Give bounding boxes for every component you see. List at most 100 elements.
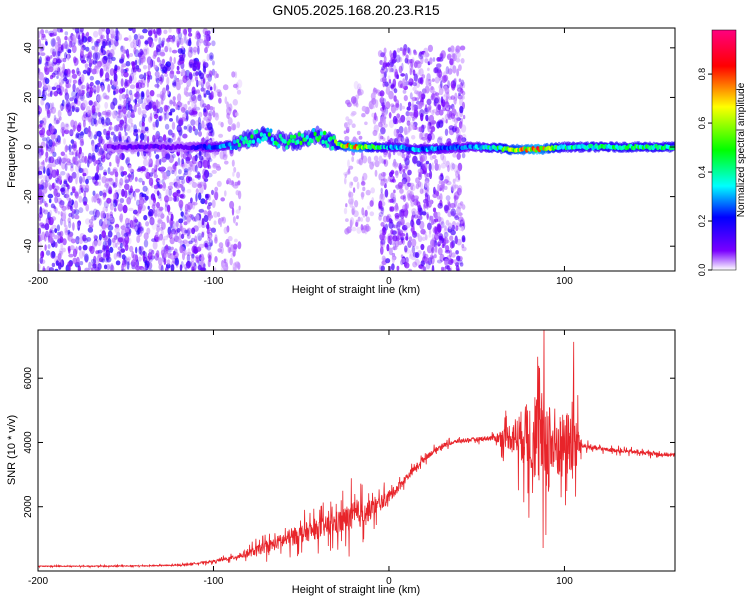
x-tick-label: -100 [203,576,223,587]
heatmap-cell [402,78,406,84]
heatmap-cell [434,92,440,97]
heatmap-cell [79,261,84,266]
heatmap-cell [47,146,51,152]
heatmap-cell [122,171,128,176]
heatmap-cell [164,112,169,120]
heatmap-cell [456,168,461,175]
heatmap-cell [44,244,47,251]
heatmap-cell [140,133,145,141]
heatmap-cell [399,47,403,52]
heatmap-cell [62,57,67,63]
heatmap-cell [134,188,140,193]
heatmap-cell [172,34,176,42]
heatmap-cell [147,261,153,270]
heatmap-cell [124,183,130,190]
heatmap-cell [397,165,404,170]
heatmap-cell [446,104,450,111]
heatmap-cell [145,89,150,98]
heatmap-cell [125,159,129,164]
heatmap-cell [373,155,379,162]
heatmap-cell [68,129,75,135]
heatmap-cell [412,252,419,258]
heatmap-cell [48,209,53,217]
heatmap-cell [128,35,132,42]
heatmap-cell [436,259,443,264]
heatmap-cell [157,217,162,224]
heatmap-cell [371,103,376,109]
heatmap-cell [434,158,438,165]
heatmap-cell [173,181,178,189]
heatmap-cell [89,67,92,73]
heatmap-cell [44,29,49,34]
heatmap-cell [413,195,419,200]
heatmap-cell [427,222,432,231]
heatmap-cell [144,40,149,45]
heatmap-cell [228,247,231,253]
heatmap-cell [421,211,427,216]
heatmap-cell [232,181,239,187]
heatmap-cell [120,225,126,230]
colorbar: 0.00.20.40.60.8 Normalized spectral ampl… [697,29,747,276]
heatmap-cell [458,121,463,129]
heatmap-cell [136,212,140,217]
heatmap-cell [426,202,429,207]
heatmap-cell [402,81,407,87]
heatmap-cell [455,45,461,53]
heatmap-cell [42,159,45,168]
heatmap-cell [365,216,370,223]
heatmap-cell [458,78,462,83]
heatmap-cell [367,205,371,210]
heatmap-cell [69,97,74,102]
heatmap-cell [60,171,66,176]
heatmap-cell [379,200,383,208]
heatmap-cell [135,133,139,142]
heatmap-cell [443,179,449,184]
heatmap-cell [343,130,347,134]
heatmap-cell [190,197,193,204]
heatmap-cell [235,190,240,196]
heatmap-cell [431,126,436,132]
ridge-core [245,139,249,145]
heatmap-cell [55,137,58,142]
heatmap-cell [104,95,110,100]
heatmap-cell [382,215,388,223]
heatmap-cell [189,73,193,82]
heatmap-cell [393,189,396,194]
heatmap-cell [62,103,65,110]
heatmap-cell [228,103,233,112]
heatmap-cell [166,215,170,224]
heatmap-cell [434,96,440,103]
heatmap-cell [406,106,411,111]
heatmap-cell [388,65,393,73]
heatmap-cell [188,166,191,171]
heatmap-cell [176,65,180,71]
heatmap-cell [153,113,159,120]
heatmap-cell [68,221,72,229]
heatmap-cell [191,201,196,210]
heatmap-cell [42,266,46,271]
heatmap-cell [206,131,210,138]
spectrogram-x-ticks: -200 -100 0 100 [28,28,573,287]
heatmap-cell [105,245,110,253]
heatmap-cell [420,228,426,235]
snr-frame [37,329,676,572]
heatmap-cell [83,190,87,198]
heatmap-cell [51,224,57,229]
heatmap-cell [430,254,434,260]
heatmap-cell [449,235,454,241]
heatmap-cell [424,85,430,94]
heatmap-cell [142,185,148,192]
heatmap-cell [437,135,443,141]
heatmap-cell [141,193,147,198]
heatmap-cell [145,255,151,264]
heatmap-cell [400,195,406,200]
heatmap-cell [98,256,104,263]
heatmap-cell [84,253,89,262]
heatmap-cell [197,232,203,242]
heatmap-cell [450,229,456,236]
heatmap-cell [53,188,58,197]
heatmap-cell [437,202,443,209]
heatmap-cell [78,89,82,97]
heatmap-cell [93,118,97,125]
